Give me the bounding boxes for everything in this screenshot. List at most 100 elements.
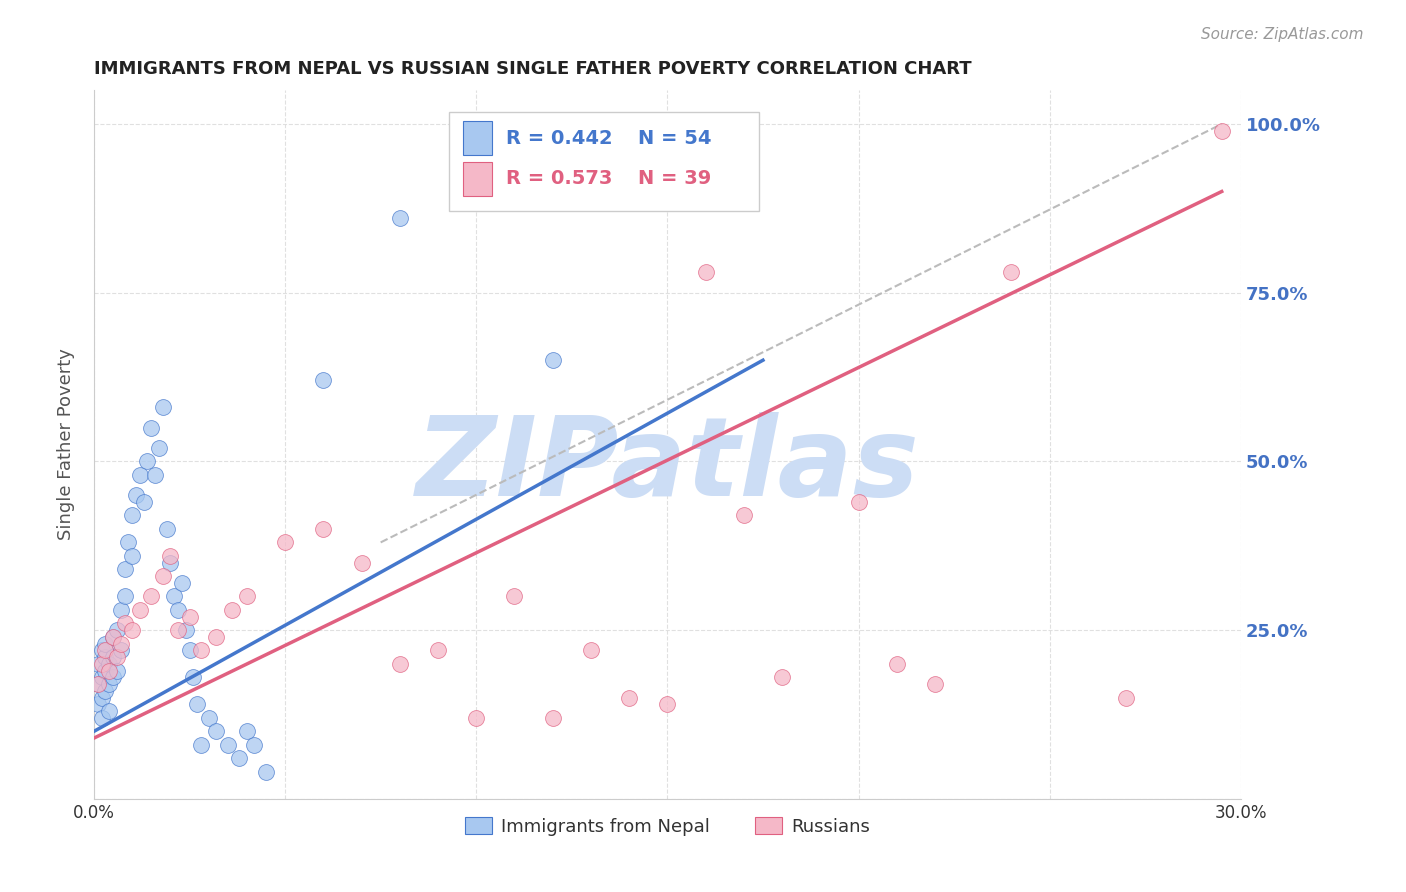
Point [114,590,136,604]
Text: IMMIGRANTS FROM NEPAL VS RUSSIAN SINGLE FATHER POVERTY CORRELATION CHART: IMMIGRANTS FROM NEPAL VS RUSSIAN SINGLE … [94,60,972,78]
Point [141,420,163,434]
Text: ZIPatlas: ZIPatlas [416,412,920,519]
Point [312,374,335,388]
Point [186,698,208,712]
Legend: Immigrants from Nepal, Russians: Immigrants from Nepal, Russians [457,810,877,843]
Point [848,495,870,509]
Point [243,738,266,752]
Point [94,643,117,657]
Point [388,211,411,226]
Point [128,603,150,617]
Point [141,590,163,604]
FancyBboxPatch shape [450,112,759,211]
Point [125,488,148,502]
Point [101,670,124,684]
Point [770,670,793,684]
FancyBboxPatch shape [463,121,492,155]
Point [105,664,128,678]
Point [167,623,190,637]
Point [90,690,112,705]
Point [98,664,121,678]
Point [236,724,259,739]
Point [87,657,110,671]
Point [924,677,946,691]
Point [312,522,335,536]
Point [90,711,112,725]
Point [221,603,243,617]
Point [114,616,136,631]
Point [163,590,186,604]
Point [128,467,150,482]
Point [94,664,117,678]
Point [110,643,132,657]
Point [886,657,908,671]
Point [117,535,139,549]
Point [228,751,250,765]
Point [1000,265,1022,279]
Point [148,441,170,455]
Point [155,522,177,536]
Point [217,738,239,752]
Point [205,630,228,644]
Point [101,650,124,665]
Point [121,623,143,637]
Text: Source: ZipAtlas.com: Source: ZipAtlas.com [1201,27,1364,42]
Point [90,657,112,671]
Point [350,556,373,570]
Point [101,630,124,644]
Point [388,657,411,671]
Point [94,637,117,651]
Point [695,265,717,279]
FancyBboxPatch shape [463,161,492,196]
Point [274,535,297,549]
Text: R = 0.573: R = 0.573 [506,169,612,188]
Point [114,562,136,576]
Point [121,549,143,563]
Point [110,637,132,651]
Point [179,643,201,657]
Text: R = 0.442: R = 0.442 [506,129,612,148]
Point [98,677,121,691]
Point [503,590,526,604]
Point [465,711,488,725]
Point [1115,690,1137,705]
Point [121,508,143,523]
Point [657,698,679,712]
Y-axis label: Single Father Poverty: Single Father Poverty [58,349,75,541]
Point [98,704,121,718]
Point [205,724,228,739]
Point [167,603,190,617]
Point [1211,124,1233,138]
Point [152,401,174,415]
Text: N = 39: N = 39 [637,169,711,188]
Point [541,711,564,725]
Point [101,630,124,644]
Point [197,711,219,725]
Point [733,508,755,523]
Point [190,738,212,752]
Point [190,643,212,657]
Point [541,353,564,368]
Point [254,764,277,779]
Point [170,575,193,590]
Point [87,698,110,712]
Point [183,670,205,684]
Point [174,623,197,637]
Point [94,650,117,665]
Point [90,643,112,657]
Point [110,603,132,617]
Point [98,657,121,671]
Point [152,569,174,583]
Point [159,549,181,563]
Point [132,495,155,509]
Point [90,670,112,684]
Point [87,677,110,691]
Point [579,643,602,657]
Point [159,556,181,570]
Text: N = 54: N = 54 [637,129,711,148]
Point [427,643,450,657]
Point [236,590,259,604]
Point [136,454,159,468]
Point [94,684,117,698]
Point [143,467,166,482]
